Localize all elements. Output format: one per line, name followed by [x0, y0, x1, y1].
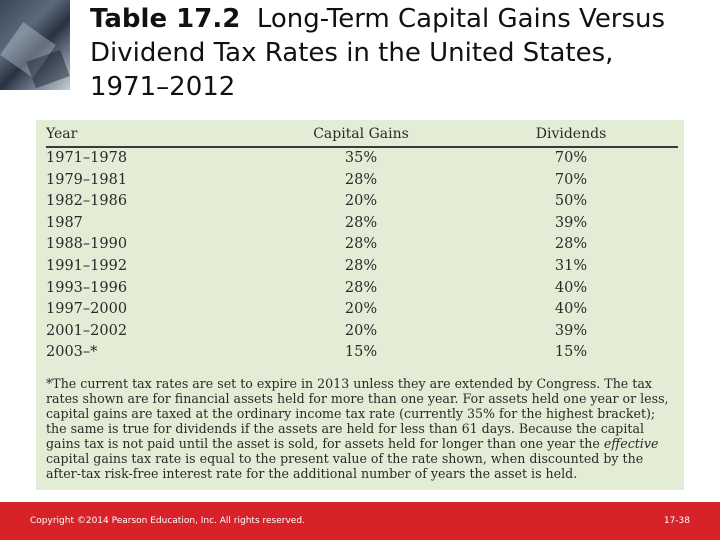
cell-capital-gains: 20% — [344, 193, 378, 210]
copyright-text: Copyright ©2014 Pearson Education, Inc. … — [30, 516, 305, 526]
footnote-text: *The current tax rates are set to expire… — [46, 376, 669, 451]
footer-bar: Copyright ©2014 Pearson Education, Inc. … — [0, 502, 720, 540]
cell-year: 1979–1981 — [46, 171, 128, 188]
cell-capital-gains: 20% — [344, 322, 378, 339]
cell-dividends: 31% — [554, 257, 588, 274]
cell-capital-gains: 28% — [344, 171, 378, 188]
header-capital-gains: Capital Gains — [313, 126, 409, 142]
table-row: 2001–2002 20% 39% — [46, 321, 678, 343]
corner-graphic — [0, 0, 70, 90]
table-row: 1993–1996 28% 40% — [46, 278, 678, 300]
cell-year: 1982–1986 — [46, 193, 128, 210]
cell-dividends: 70% — [554, 150, 588, 166]
page-number: 17-38 — [663, 516, 690, 526]
footnote-text-end: capital gains tax rate is equal to the p… — [46, 451, 644, 481]
table-row: 1971–1978 35% 70% — [46, 148, 678, 170]
cell-capital-gains: 28% — [344, 279, 378, 296]
cell-capital-gains: 20% — [344, 301, 378, 318]
table-row: 1982–1986 20% 50% — [46, 191, 678, 213]
table-row: 1988–1990 28% 28% — [46, 234, 678, 256]
table-panel: Year Capital Gains Dividends 1971–1978 3… — [36, 120, 684, 490]
footnote-emphasis: effective — [603, 436, 659, 451]
table-body: 1971–1978 35% 70% 1979–1981 28% 70% 1982… — [46, 148, 678, 364]
cell-year: 2001–2002 — [46, 322, 128, 339]
table-title-text: Long-Term Capital Gains Versus Dividend … — [90, 4, 666, 102]
cell-year: 1997–2000 — [46, 301, 128, 318]
table-footnote: *The current tax rates are set to expire… — [46, 376, 670, 481]
table-row: 2003–* 15% 15% — [46, 342, 678, 364]
cell-year: 1988–1990 — [46, 236, 128, 253]
header-year: Year — [46, 126, 78, 142]
cell-dividends: 40% — [554, 279, 588, 296]
cell-year: 1987 — [46, 214, 83, 231]
header-dividends: Dividends — [535, 126, 607, 142]
cell-year: 2003–* — [46, 344, 98, 361]
table-row: 1991–1992 28% 31% — [46, 256, 678, 278]
table-row: 1997–2000 20% 40% — [46, 299, 678, 321]
slide-title: Table 17.2 Long-Term Capital Gains Versu… — [90, 2, 700, 104]
table-row: 1979–1981 28% 70% — [46, 170, 678, 192]
cell-dividends: 70% — [554, 171, 588, 188]
cell-dividends: 50% — [554, 193, 588, 210]
cell-dividends: 40% — [554, 301, 588, 318]
cell-year: 1991–1992 — [46, 257, 128, 274]
cell-capital-gains: 28% — [344, 257, 378, 274]
cell-capital-gains: 35% — [344, 150, 378, 166]
cell-dividends: 39% — [554, 214, 588, 231]
cell-dividends: 28% — [554, 236, 588, 253]
cell-capital-gains: 28% — [344, 214, 378, 231]
cell-capital-gains: 28% — [344, 236, 378, 253]
cell-capital-gains: 15% — [344, 344, 378, 361]
cell-year: 1971–1978 — [46, 150, 128, 166]
table-row: 1987 28% 39% — [46, 213, 678, 235]
table-header: Year Capital Gains Dividends — [46, 126, 678, 148]
table-number: Table 17.2 — [90, 4, 241, 34]
cell-dividends: 39% — [554, 322, 588, 339]
cell-year: 1993–1996 — [46, 279, 128, 296]
cell-dividends: 15% — [554, 344, 588, 361]
